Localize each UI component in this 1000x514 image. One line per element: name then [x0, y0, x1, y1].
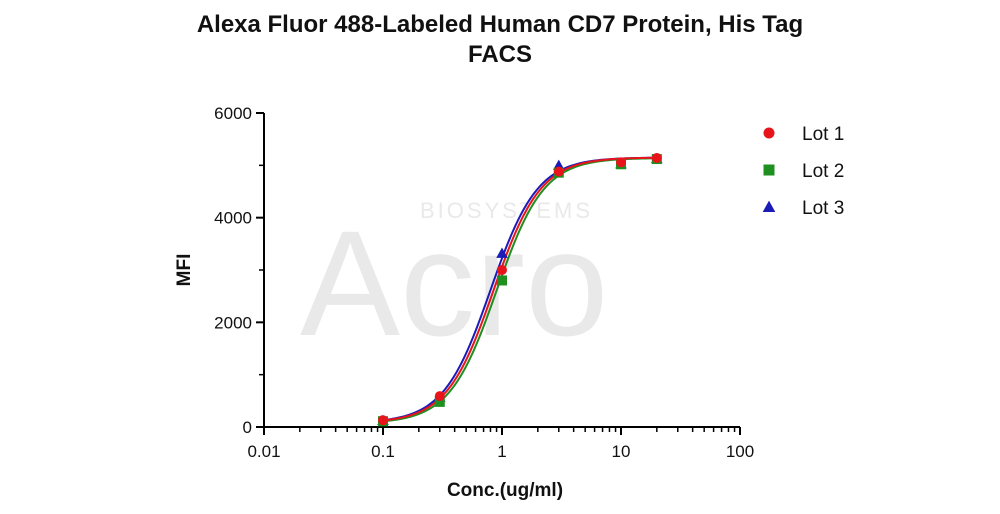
chart-title: Alexa Fluor 488-Labeled Human CD7 Protei…: [0, 10, 1000, 70]
legend-label-lot-3: Lot 3: [802, 198, 844, 219]
data-point-lot-3: [553, 159, 565, 170]
legend: Lot 1 Lot 2 Lot 3: [762, 124, 844, 219]
y-tick-label: 0: [243, 418, 252, 437]
y-tick-label: 4000: [214, 209, 252, 228]
legend-marker-lot-1: [763, 127, 775, 139]
x-tick-label: 10: [612, 442, 631, 461]
x-tick-label: 0.1: [371, 442, 395, 461]
data-points: [377, 152, 663, 427]
data-point-lot-1: [651, 153, 662, 164]
fit-curves: [382, 156, 657, 423]
data-point-lot-1: [616, 157, 626, 168]
data-point-lot-2: [434, 396, 445, 407]
legend-label-lot-1: Lot 1: [802, 124, 844, 145]
legend-marker-lot-2: [763, 164, 775, 176]
x-tick-label: 1: [497, 442, 506, 461]
chart-title-line: Alexa Fluor 488-Labeled Human CD7 Protei…: [196, 11, 804, 38]
axes: 0.01 0.1 1 10 100 0 2000 4000 6000: [214, 104, 754, 461]
fit-curve-lot-1: [382, 156, 657, 422]
x-axis-label: Conc.(ug/ml): [447, 480, 563, 501]
legend-marker-lot-3: [762, 200, 776, 213]
data-point-lot-1: [497, 265, 507, 275]
watermark-tagline: BIOSYSTEMS: [420, 198, 593, 223]
data-point-lot-1: [553, 166, 564, 177]
data-point-lot-1: [378, 415, 388, 426]
y-axis-label: MFI: [174, 254, 195, 287]
data-point-lot-3: [496, 247, 508, 258]
watermark-logo: Acro: [300, 199, 608, 367]
y-tick-label: 6000: [214, 104, 252, 123]
x-tick-label: 100: [726, 442, 754, 461]
watermark: Acro BIOSYSTEMS: [300, 198, 608, 367]
data-point-lot-2: [497, 275, 507, 286]
chart-subtitle: FACS: [467, 41, 532, 68]
x-tick-label: 0.01: [247, 442, 280, 461]
data-point-lot-1: [434, 391, 445, 402]
y-tick-label: 2000: [214, 313, 252, 332]
legend-label-lot-2: Lot 2: [802, 161, 844, 182]
